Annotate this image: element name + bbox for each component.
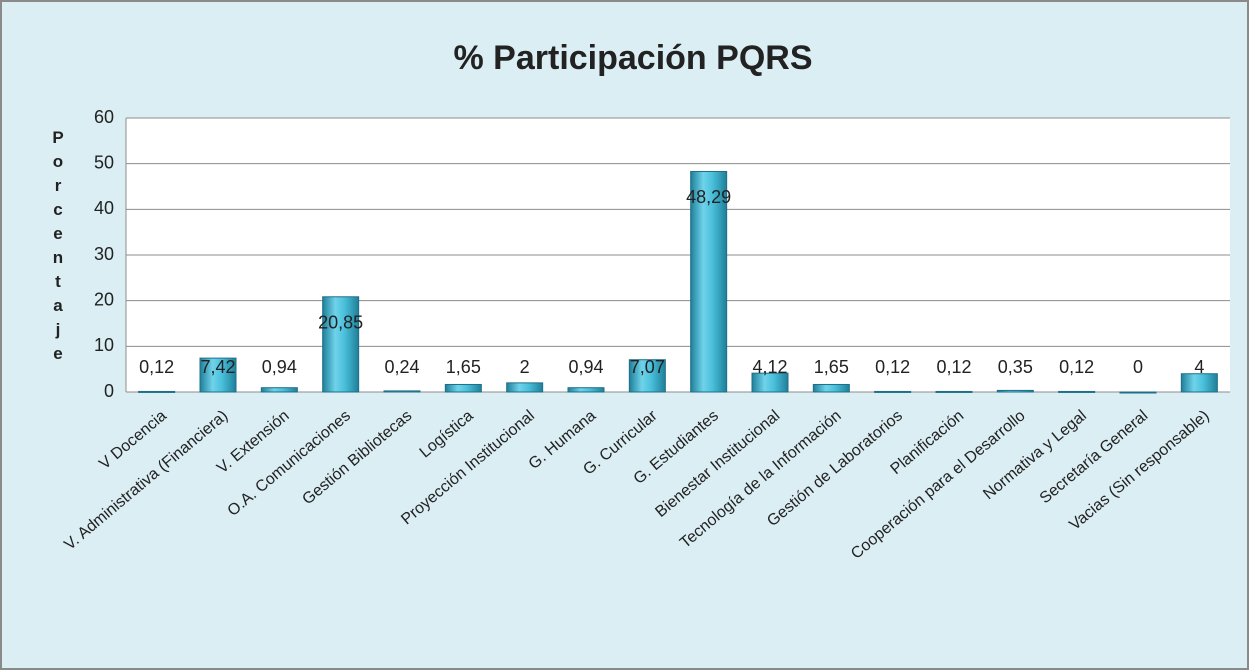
value-label: 0,12 <box>936 357 971 377</box>
value-label: 0,94 <box>262 357 297 377</box>
bar <box>444 383 482 393</box>
value-label: 1,65 <box>446 357 481 377</box>
y-tick-label: 50 <box>94 152 114 172</box>
bar <box>1058 390 1096 393</box>
bar <box>1119 391 1157 394</box>
value-label: 48,29 <box>686 187 731 207</box>
bar <box>628 359 666 393</box>
bar <box>506 382 544 393</box>
bar <box>199 357 237 393</box>
value-label: 4,12 <box>752 357 787 377</box>
bar <box>322 296 360 393</box>
bar <box>138 390 176 393</box>
y-tick-label: 60 <box>94 107 114 127</box>
bar <box>260 387 298 393</box>
value-label: 7,07 <box>630 357 665 377</box>
value-label: 2 <box>520 357 530 377</box>
chart-title: % Participación PQRS <box>454 39 813 77</box>
bar <box>690 170 728 393</box>
y-tick-label: 40 <box>94 198 114 218</box>
bar <box>1180 373 1218 393</box>
y-tick-label: 20 <box>94 289 114 309</box>
value-label: 20,85 <box>318 313 363 333</box>
value-label: 0 <box>1133 357 1143 377</box>
bar <box>935 390 973 393</box>
bar <box>751 372 789 393</box>
value-label: 7,42 <box>200 357 235 377</box>
value-label: 0,24 <box>384 357 419 377</box>
value-label: 0,12 <box>139 357 174 377</box>
value-label: 0,35 <box>998 357 1033 377</box>
value-label: 0,12 <box>1059 357 1094 377</box>
y-tick-label: 0 <box>104 381 114 401</box>
bar <box>383 390 421 393</box>
value-label: 4 <box>1194 357 1204 377</box>
y-tick-label: 10 <box>94 335 114 355</box>
bar <box>996 389 1034 393</box>
bar <box>567 387 605 393</box>
value-label: 0,94 <box>568 357 603 377</box>
value-label: 1,65 <box>814 357 849 377</box>
y-axis-label: Porcentaje <box>49 128 68 368</box>
bar <box>812 383 850 393</box>
value-label: 0,12 <box>875 357 910 377</box>
bar <box>874 390 912 393</box>
y-tick-label: 30 <box>94 244 114 264</box>
